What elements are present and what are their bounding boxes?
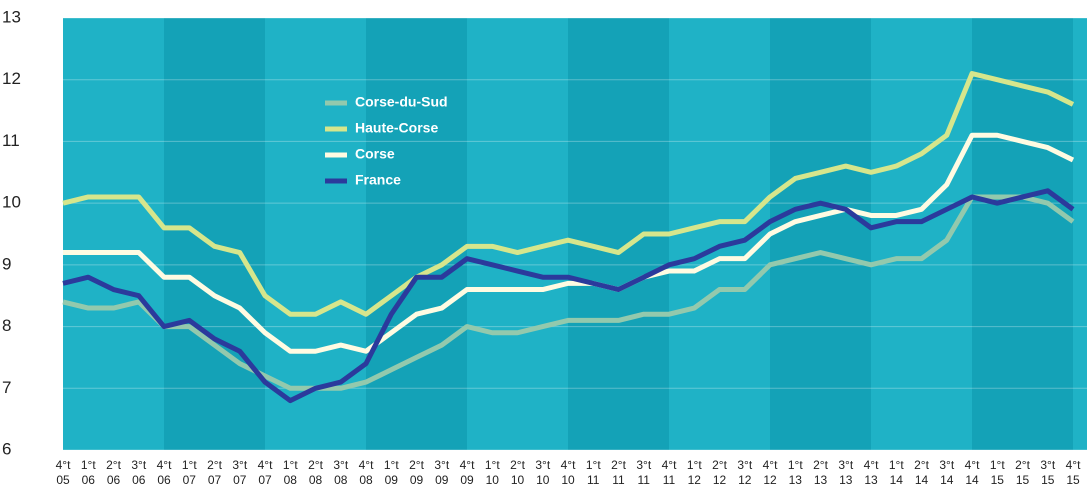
y-tick-label: 12	[2, 69, 21, 88]
y-tick-label: 7	[2, 378, 11, 397]
x-tick-label: 1°t 09	[383, 458, 399, 487]
legend-label: Corse-du-Sud	[355, 94, 448, 110]
x-tick-label: 3°t 08	[333, 458, 349, 487]
x-tick-label: 2°t 06	[106, 458, 121, 487]
x-tick-label: 3°t 11	[636, 458, 652, 487]
x-tick-label: 1°t 14	[888, 458, 904, 487]
x-tick-label: 2°t 14	[914, 458, 929, 487]
year-band	[164, 18, 265, 450]
year-band	[770, 18, 871, 450]
x-tick-label: 1°t 11	[585, 458, 601, 487]
legend-label: France	[355, 172, 401, 188]
y-tick-label: 8	[2, 316, 11, 335]
x-tick-label: 1°t 07	[181, 458, 197, 487]
y-tick-label: 6	[2, 439, 11, 458]
x-tick-label: 3°t 09	[434, 458, 450, 487]
y-tick-label: 10	[2, 193, 21, 212]
y-tick-label: 11	[2, 131, 20, 150]
x-tick-label: 2°t 11	[611, 458, 626, 487]
x-tick-label: 4°t 10	[560, 458, 576, 487]
line	[63, 132, 1075, 354]
x-tick-label: 2°t 07	[207, 458, 222, 487]
line	[62, 194, 1075, 391]
legend-label: Corse	[355, 146, 395, 162]
x-tick-label: 3°t 06	[131, 458, 147, 487]
legend-label: Haute-Corse	[355, 120, 438, 136]
x-tick-label: 1°t 06	[80, 458, 96, 487]
x-tick-label: 2°t 08	[308, 458, 323, 487]
x-tick-label: 4°t 13	[863, 458, 879, 487]
y-tick-label: 9	[2, 254, 11, 273]
x-tick-label: 4°t 05	[55, 458, 71, 487]
x-tick-label: 1°t 12	[686, 458, 702, 487]
x-tick-label: 4°t 06	[156, 458, 172, 487]
x-tick-label: 4°t 08	[358, 458, 374, 487]
x-tick-label: 1°t 08	[282, 458, 298, 487]
x-tick-label: 3°t 07	[232, 458, 248, 487]
x-tick-label: 4°t 11	[661, 458, 677, 487]
x-tick-label: 3°t 13	[838, 458, 854, 487]
x-tick-label: 3°t 14	[939, 458, 955, 487]
x-tick-label: 2°t 09	[409, 458, 424, 487]
x-tick-label: 2°t 15	[1015, 458, 1030, 487]
x-tick-label: 1°t 15	[989, 458, 1005, 487]
x-tick-label: 1°t 13	[787, 458, 803, 487]
y-tick-label: 13	[2, 7, 21, 26]
line	[62, 71, 1075, 317]
x-tick-label: 4°t 09	[459, 458, 475, 487]
line	[62, 188, 1075, 404]
x-tick-label: 2°t 10	[510, 458, 525, 487]
x-tick-label: 3°t 12	[737, 458, 753, 487]
x-tick-label: 2°t 12	[712, 458, 727, 487]
x-tick-label: 4°t 14	[964, 458, 980, 487]
x-tick-label: 1°t 10	[484, 458, 500, 487]
x-tick-label: 3°t 15	[1040, 458, 1056, 487]
x-tick-label: 4°t 12	[762, 458, 778, 487]
x-tick-label: 4°t 07	[257, 458, 273, 487]
x-tick-label: 2°t 13	[813, 458, 828, 487]
year-band	[972, 18, 1073, 450]
year-band	[366, 18, 467, 450]
x-tick-label: 3°t 10	[535, 458, 551, 487]
x-tick-label: 4°t 15	[1065, 458, 1081, 487]
